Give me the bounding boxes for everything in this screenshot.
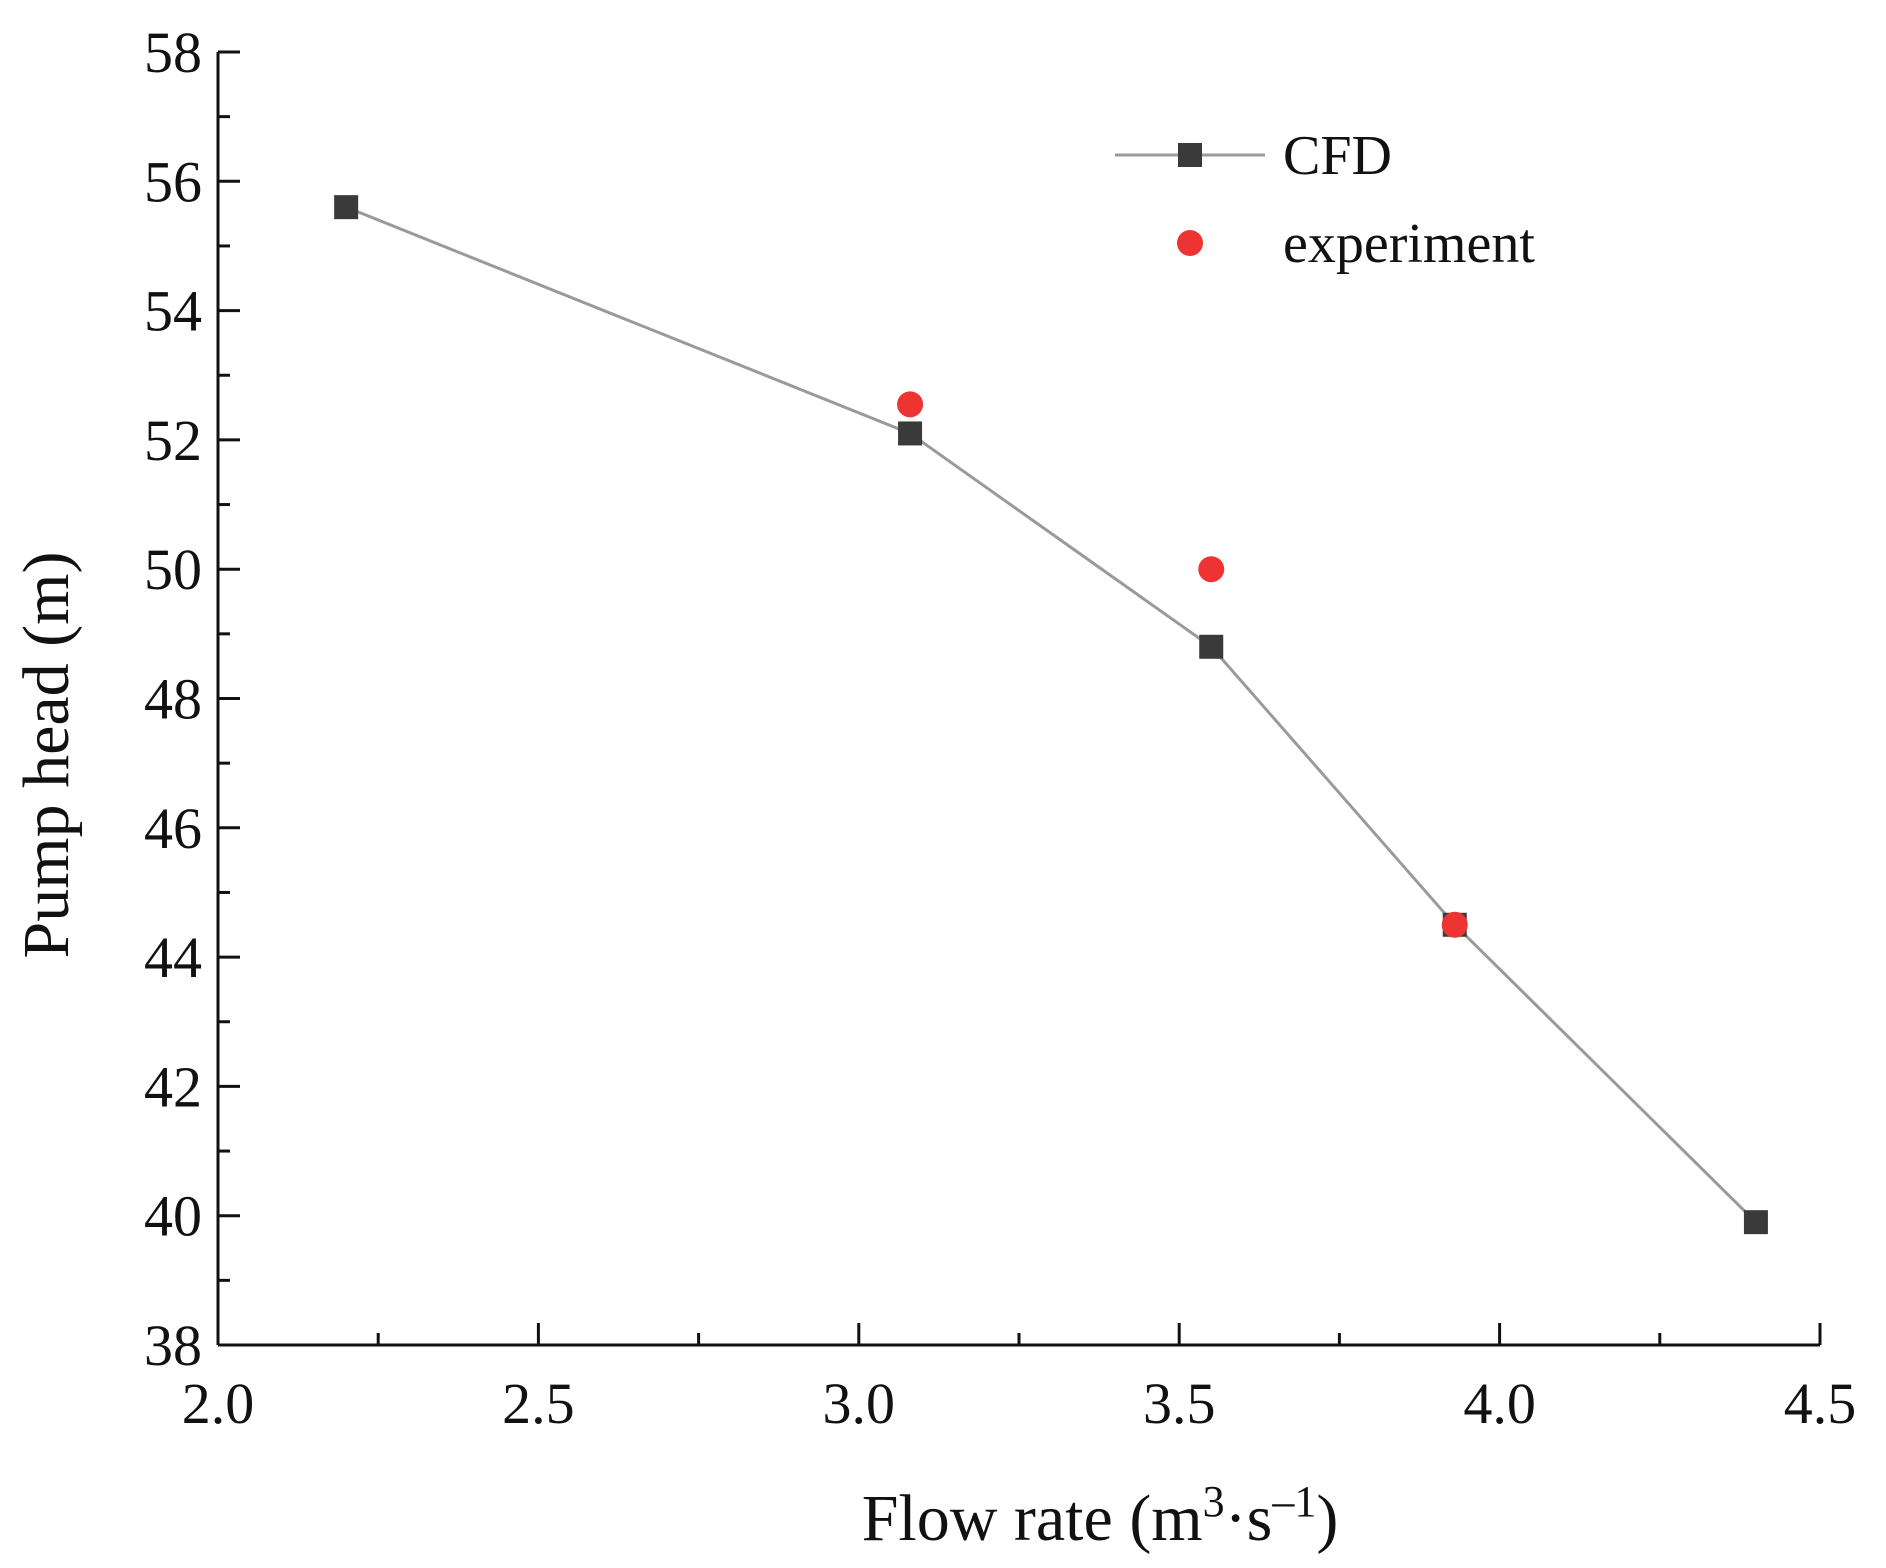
y-tick-label: 52: [144, 408, 202, 473]
series-experiment: [897, 391, 1468, 938]
x-axis-title-main: Flow rate (m: [862, 1482, 1203, 1555]
x-axis-title: Flow rate (m3·s–1): [862, 1477, 1339, 1556]
x-axis-title-sup2: –1: [1271, 1477, 1316, 1526]
x-tick-label: 2.0: [182, 1371, 255, 1436]
legend-item-experiment: experiment: [1177, 213, 1535, 275]
legend-item-CFD: CFD: [1115, 125, 1392, 187]
y-tick-label: 42: [144, 1054, 202, 1119]
axes: 38 40 42 44 46 48 50 52 54 56 58 2.0 2.5 3.0 3.5 4.0 4.5: [144, 20, 1856, 1436]
data-point-experiment: [1441, 911, 1468, 938]
series-layer: [334, 195, 1768, 1235]
data-point-CFD: [1199, 634, 1224, 659]
y-tick-label: 54: [144, 279, 202, 344]
legend-marker-circle: [1177, 230, 1203, 256]
data-point-experiment: [1198, 556, 1225, 583]
y-tick-label: 48: [144, 667, 202, 732]
y-tick-label: 40: [144, 1184, 202, 1249]
x-tick-label: 3.0: [823, 1371, 896, 1436]
data-point-experiment: [897, 391, 924, 418]
y-tick-label: 58: [144, 20, 202, 85]
y-tick-label: 38: [144, 1313, 202, 1378]
x-axis-title-end: ): [1316, 1482, 1338, 1555]
y-axis-title: Pump head (m): [10, 552, 83, 959]
data-point-CFD: [1743, 1210, 1768, 1235]
series-line-CFD: [345, 205, 1757, 1224]
x-tick-label: 2.5: [502, 1371, 575, 1436]
legend: CFD experiment: [1115, 125, 1535, 275]
y-tick-label: 56: [144, 149, 202, 214]
x-axis-title-mid: ·s: [1225, 1482, 1273, 1555]
data-point-CFD: [334, 195, 359, 220]
series-CFD: [334, 195, 1768, 1235]
data-point-CFD: [898, 421, 923, 446]
y-tick-label: 50: [144, 537, 202, 602]
legend-label: experiment: [1283, 213, 1535, 275]
x-tick-label: 4.0: [1463, 1371, 1536, 1436]
x-tick-label: 3.5: [1143, 1371, 1216, 1436]
legend-marker-square: [1178, 143, 1202, 167]
x-tick-label: 4.5: [1784, 1371, 1857, 1436]
y-tick-label: 46: [144, 796, 202, 861]
y-tick-label: 44: [144, 925, 202, 990]
x-axis-title-sup1: 3: [1203, 1477, 1225, 1526]
legend-label: CFD: [1283, 125, 1392, 187]
